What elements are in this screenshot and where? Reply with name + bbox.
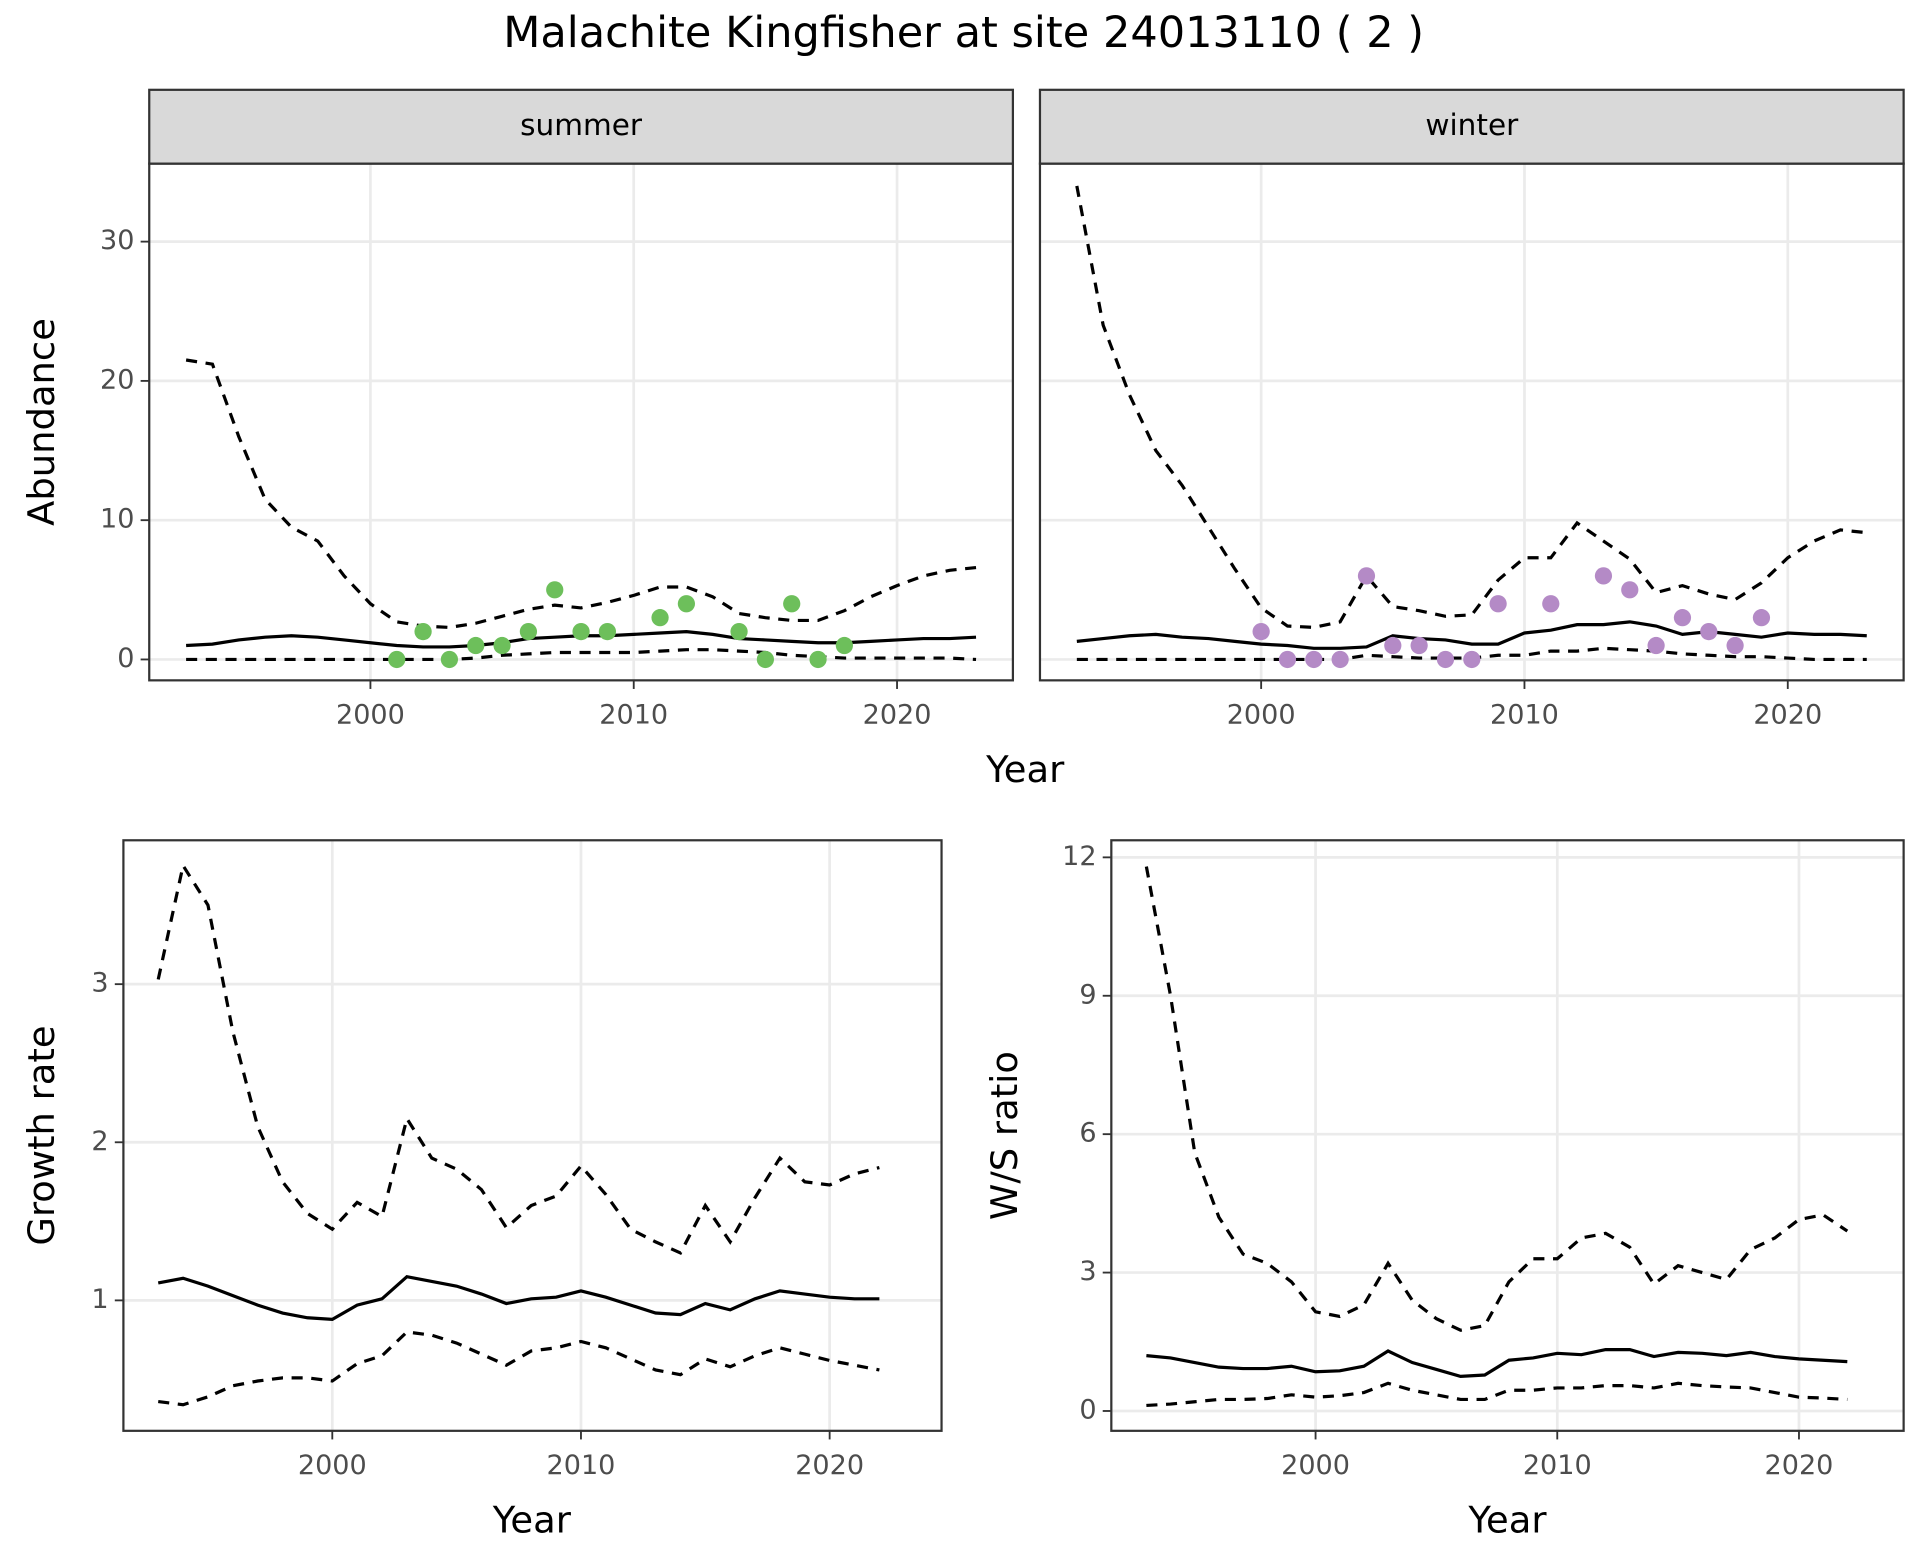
- observation-point: [546, 581, 564, 599]
- facet-strip: [1038, 88, 1905, 165]
- x-tick-label: 2020: [1753, 700, 1822, 731]
- panel-background: [149, 163, 1013, 681]
- facet-label: winter: [1425, 108, 1519, 142]
- observation-point: [519, 622, 538, 641]
- figure-title: Malachite Kingfisher at site 24013110 ( …: [503, 8, 1424, 58]
- x-tick-label: 2020: [1765, 1450, 1834, 1481]
- observation-point: [756, 650, 775, 669]
- observation-point: [1331, 650, 1349, 669]
- estimate-line: [157, 1274, 880, 1321]
- observation-point: [1357, 567, 1376, 585]
- y-tick-label: 20: [100, 364, 134, 395]
- observation-point: [1594, 567, 1613, 585]
- x-tick-label: 2000: [298, 1450, 367, 1481]
- observation-point: [1726, 636, 1744, 655]
- observation-point: [1463, 650, 1481, 669]
- x-tick-label: 2010: [599, 700, 668, 731]
- observation-point: [388, 650, 406, 669]
- observation-point: [1700, 622, 1718, 641]
- x-tick-label: 2000: [1227, 700, 1296, 731]
- y-tick-label: 12: [1062, 841, 1096, 872]
- observation-point: [809, 650, 827, 669]
- y-axis-title: Growth rate: [20, 1025, 63, 1245]
- x-axis-title: Year: [492, 1498, 572, 1541]
- x-tick-label: 2000: [336, 700, 405, 731]
- estimate-line: [1076, 620, 1867, 650]
- observation-point: [835, 636, 853, 655]
- panel-border: [122, 839, 943, 1432]
- observation-point: [1252, 622, 1270, 641]
- x-tick-label: 2000: [1281, 1450, 1350, 1481]
- observation-point: [783, 595, 801, 613]
- observation-point: [1489, 595, 1507, 613]
- panel-background: [1111, 840, 1904, 1431]
- panel-border: [1110, 839, 1905, 1432]
- interval-line: [185, 358, 977, 630]
- observation-point: [467, 636, 485, 655]
- panel-background: [1039, 163, 1904, 681]
- interval-line: [1144, 866, 1849, 1332]
- x-tick-label: 2010: [1490, 700, 1559, 731]
- observation-point: [1384, 636, 1402, 655]
- interval-line: [156, 861, 880, 1256]
- y-tick-label: 3: [91, 968, 108, 999]
- y-tick-label: 6: [1079, 1118, 1096, 1149]
- observation-point: [1542, 595, 1560, 613]
- x-tick-label: 2010: [547, 1450, 616, 1481]
- y-tick-label: 2: [91, 1126, 108, 1157]
- interval-line: [1146, 1381, 1848, 1408]
- panel-background: [123, 840, 942, 1431]
- estimate-line: [1146, 1348, 1848, 1378]
- observation-point: [1647, 636, 1665, 655]
- y-tick-label: 0: [117, 643, 134, 674]
- observation-point: [1305, 650, 1323, 669]
- x-axis-title: Year: [1467, 1498, 1547, 1541]
- y-axis-title: Abundance: [20, 318, 63, 526]
- observation-point: [651, 609, 669, 627]
- observation-point: [493, 636, 511, 655]
- x-tick-label: 2020: [863, 700, 932, 731]
- observation-point: [1410, 636, 1428, 655]
- x-tick-label: 2010: [1523, 1450, 1592, 1481]
- interval-line: [186, 648, 977, 662]
- observation-point: [440, 650, 459, 669]
- y-axis-title: W/S ratio: [983, 1051, 1026, 1220]
- x-axis-title: Year: [985, 748, 1065, 791]
- observation-point: [1278, 650, 1297, 669]
- y-tick-label: 10: [100, 504, 134, 535]
- interval-line: [158, 1330, 880, 1407]
- y-tick-label: 1: [91, 1284, 108, 1315]
- observation-point: [598, 622, 617, 641]
- y-tick-label: 3: [1079, 1256, 1096, 1287]
- facet-strip: [148, 88, 1015, 165]
- observation-point: [1436, 650, 1455, 669]
- observation-point: [677, 595, 696, 613]
- y-tick-label: 0: [1079, 1394, 1096, 1425]
- observation-point: [572, 622, 590, 641]
- y-tick-label: 30: [100, 225, 134, 256]
- facet-label: summer: [520, 108, 643, 142]
- y-tick-label: 9: [1079, 979, 1096, 1010]
- x-tick-label: 2020: [795, 1450, 864, 1481]
- observation-point: [1752, 609, 1771, 627]
- observation-point: [1673, 609, 1692, 627]
- observation-point: [414, 622, 432, 641]
- observation-point: [1621, 581, 1639, 599]
- observation-point: [730, 622, 748, 641]
